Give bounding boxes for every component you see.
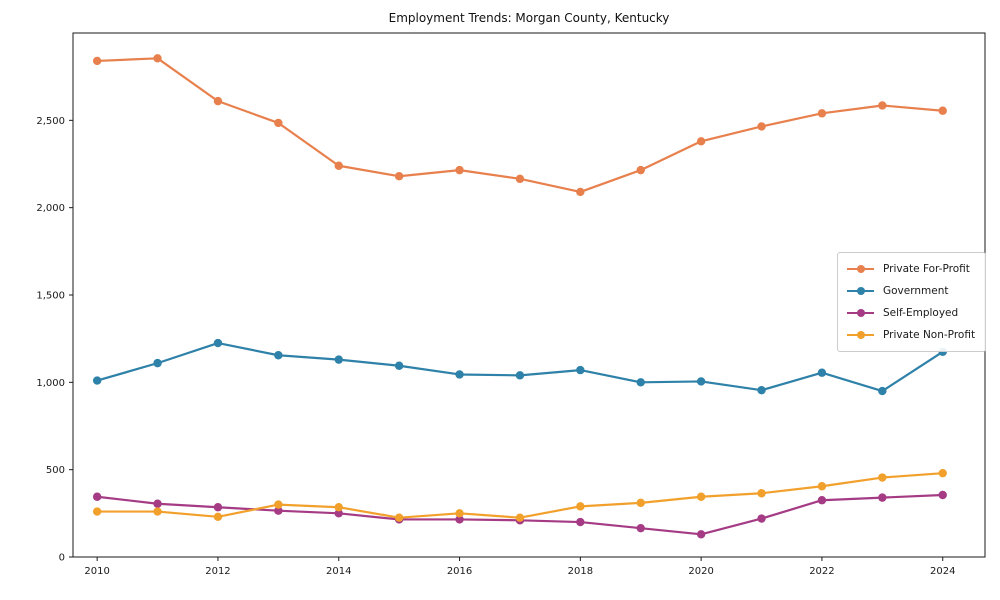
point-self-employed-2024 xyxy=(938,490,947,500)
legend-item-government: Government xyxy=(847,280,975,302)
point-private-non-profit-2023 xyxy=(878,473,887,482)
legend-label: Self-Employed xyxy=(883,307,959,319)
point-private-non-profit-2016 xyxy=(455,509,464,518)
legend-label: Private For-Profit xyxy=(883,263,970,275)
x-axis-tick-label: 2012 xyxy=(205,566,230,577)
point-self-employed-2012 xyxy=(213,503,223,512)
point-private-non-profit-2024 xyxy=(938,468,947,478)
point-private-for-profit-2024 xyxy=(938,106,947,115)
point-self-employed-2022 xyxy=(817,496,827,505)
legend-marker-dot xyxy=(856,264,865,273)
point-self-employed-2011 xyxy=(153,499,162,508)
legend-label: Private Non-Profit xyxy=(883,329,976,341)
point-self-employed-2014 xyxy=(334,509,343,518)
point-self-employed-2013 xyxy=(274,506,283,515)
line-private-for-profit xyxy=(96,57,944,194)
point-private-for-profit-2014 xyxy=(334,161,343,170)
point-private-non-profit-2020 xyxy=(696,492,706,501)
legend-label: Government xyxy=(883,285,949,297)
point-government-2023 xyxy=(878,386,887,396)
point-government-2018 xyxy=(576,365,585,375)
point-private-non-profit-2018 xyxy=(576,502,585,511)
point-government-2013 xyxy=(274,351,283,360)
legend-line-swatch xyxy=(847,264,874,273)
point-private-for-profit-2013 xyxy=(274,118,283,128)
point-private-non-profit-2015 xyxy=(394,513,404,522)
point-private-non-profit-2021 xyxy=(757,489,766,498)
x-axis-tick-label: 2010 xyxy=(84,566,109,577)
point-government-2016 xyxy=(455,370,464,379)
legend-item-self-employed: Self-Employed xyxy=(847,302,975,324)
point-government-2014 xyxy=(334,355,343,364)
point-private-for-profit-2019 xyxy=(636,165,645,175)
x-axis-tick-label: 2020 xyxy=(688,566,713,577)
legend-item-private-non-profit: Private Non-Profit xyxy=(847,324,975,346)
y-axis-tick-label: 2,000 xyxy=(36,203,65,214)
point-private-for-profit-2010 xyxy=(92,56,102,66)
point-government-2019 xyxy=(636,378,645,387)
legend-marker-dot xyxy=(856,330,865,339)
point-private-for-profit-2018 xyxy=(576,187,585,197)
point-government-2015 xyxy=(394,361,404,370)
point-government-2010 xyxy=(92,376,102,385)
x-axis-tick-label: 2018 xyxy=(568,566,593,577)
chart-title: Employment Trends: Morgan County, Kentuc… xyxy=(388,11,670,25)
point-private-for-profit-2012 xyxy=(213,96,223,106)
point-self-employed-2010 xyxy=(92,492,102,501)
point-private-for-profit-2023 xyxy=(878,101,887,110)
point-private-non-profit-2019 xyxy=(636,498,645,508)
point-private-for-profit-2020 xyxy=(696,137,706,146)
chart-legend: Private For-Profit Government Self-Employe… xyxy=(837,252,987,352)
point-private-non-profit-2022 xyxy=(817,482,827,491)
legend-line-swatch xyxy=(847,308,874,317)
point-private-for-profit-2022 xyxy=(817,109,827,118)
point-self-employed-2016 xyxy=(455,515,464,524)
point-self-employed-2023 xyxy=(878,493,887,502)
x-axis-tick-label: 2022 xyxy=(809,566,834,577)
point-government-2012 xyxy=(213,338,223,348)
point-private-for-profit-2021 xyxy=(757,122,766,131)
point-private-non-profit-2011 xyxy=(153,507,162,516)
point-private-for-profit-2015 xyxy=(394,172,404,181)
x-axis-tick-label: 2024 xyxy=(930,566,955,577)
point-government-2021 xyxy=(757,385,766,395)
point-private-for-profit-2011 xyxy=(153,54,162,63)
x-axis-tick-label: 2014 xyxy=(326,566,351,577)
point-self-employed-2020 xyxy=(696,530,706,539)
x-axis-tick-label: 2016 xyxy=(447,566,472,577)
point-government-2022 xyxy=(817,368,827,377)
line-private-non-profit xyxy=(96,472,944,519)
point-private-non-profit-2017 xyxy=(515,513,525,522)
y-axis-tick-label: 1,500 xyxy=(36,291,65,302)
point-private-non-profit-2014 xyxy=(334,503,343,512)
y-axis-tick-label: 0 xyxy=(59,553,65,564)
line-government xyxy=(96,341,944,393)
point-private-for-profit-2017 xyxy=(515,174,525,184)
legend-line-swatch xyxy=(847,330,874,339)
point-self-employed-2018 xyxy=(576,517,585,527)
point-government-2011 xyxy=(153,358,162,368)
point-self-employed-2021 xyxy=(757,514,766,523)
point-government-2017 xyxy=(515,371,525,380)
legend-item-private-for-profit: Private For-Profit xyxy=(847,258,975,280)
point-private-for-profit-2016 xyxy=(455,165,464,175)
y-axis-tick-label: 500 xyxy=(46,465,65,476)
point-private-non-profit-2013 xyxy=(274,500,283,509)
legend-marker-dot xyxy=(856,286,865,295)
y-axis-tick-label: 2,500 xyxy=(36,116,65,127)
point-self-employed-2019 xyxy=(636,523,645,533)
legend-marker-dot xyxy=(856,308,865,317)
legend-line-swatch xyxy=(847,286,874,295)
point-government-2020 xyxy=(696,377,706,386)
y-axis-tick-label: 1,000 xyxy=(36,378,65,389)
point-private-non-profit-2010 xyxy=(92,507,102,516)
point-private-non-profit-2012 xyxy=(213,512,223,522)
